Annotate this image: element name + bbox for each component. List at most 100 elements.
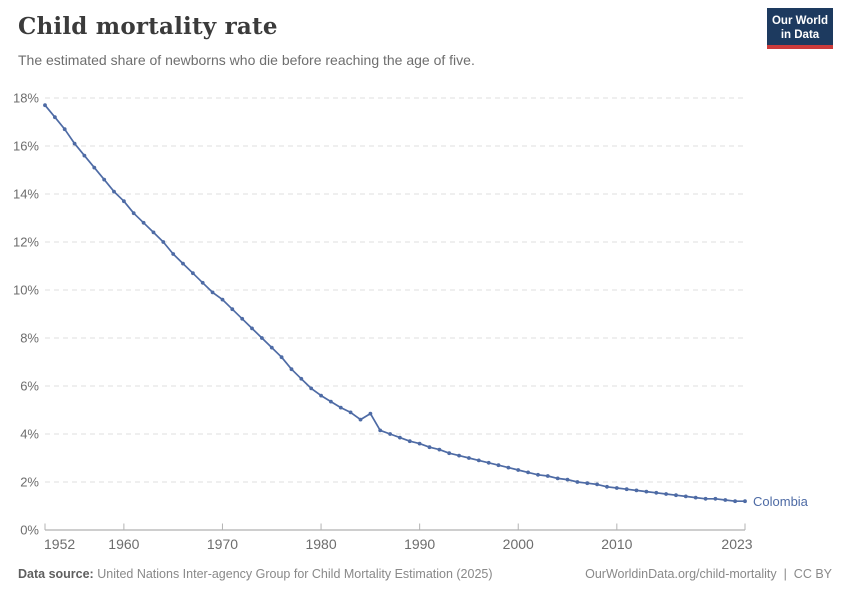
- data-point: [427, 445, 432, 450]
- y-tick-label: 14%: [13, 187, 39, 202]
- data-point: [516, 468, 521, 472]
- entity-label: Colombia: [753, 494, 808, 510]
- data-point: [506, 465, 511, 470]
- data-point: [299, 376, 304, 381]
- data-point: [536, 472, 540, 477]
- data-point: [496, 463, 501, 468]
- y-tick-label: 18%: [13, 91, 39, 106]
- data-point: [555, 476, 560, 481]
- chart-footer: Data source: United Nations Inter-agency…: [18, 567, 832, 581]
- data-point: [338, 405, 343, 410]
- data-point: [476, 458, 481, 463]
- data-point: [457, 453, 461, 458]
- data-point: [309, 386, 314, 391]
- y-tick-label: 2%: [20, 475, 39, 490]
- data-point: [191, 271, 195, 276]
- data-point: [614, 486, 619, 490]
- data-point: [407, 439, 412, 444]
- data-point: [624, 487, 629, 492]
- data-point: [72, 141, 77, 146]
- data-point: [53, 115, 57, 120]
- data-point: [664, 492, 668, 496]
- data-point: [62, 127, 67, 132]
- data-point: [486, 460, 491, 465]
- y-tick-label: 4%: [20, 427, 39, 442]
- data-point: [230, 307, 235, 312]
- data-point: [92, 165, 97, 170]
- data-point: [388, 432, 392, 436]
- data-point: [200, 280, 205, 285]
- data-point: [260, 336, 264, 340]
- data-point: [289, 367, 294, 372]
- owid-url-link[interactable]: OurWorldinData.org/child-mortality: [585, 567, 777, 581]
- y-tick-label: 0%: [20, 523, 39, 538]
- data-point: [43, 103, 47, 108]
- x-tick-label: 1980: [305, 536, 336, 552]
- data-point: [161, 240, 166, 244]
- data-point: [122, 199, 126, 204]
- owid-logo-line1: Our World: [771, 15, 828, 27]
- data-point: [467, 456, 471, 460]
- license-label: CC BY: [793, 567, 832, 581]
- x-tick-label: 1960: [108, 536, 139, 552]
- data-point: [437, 447, 442, 452]
- data-point: [181, 261, 185, 266]
- y-tick-label: 6%: [20, 379, 39, 394]
- data-point: [358, 417, 363, 422]
- y-tick-label: 8%: [20, 331, 39, 346]
- owid-logo-line2: in Data: [780, 28, 820, 41]
- data-point: [250, 326, 254, 331]
- y-tick-label: 12%: [13, 235, 39, 250]
- data-point: [634, 488, 639, 493]
- data-point: [644, 489, 649, 494]
- data-line: [44, 104, 745, 503]
- page-title: Child mortality rate: [18, 13, 278, 40]
- data-point: [141, 220, 146, 225]
- data-point: [279, 355, 284, 360]
- data-point: [733, 499, 737, 504]
- data-point: [269, 345, 274, 350]
- data-point: [654, 490, 659, 495]
- data-point: [565, 477, 570, 482]
- data-source-text: United Nations Inter-agency Group for Ch…: [97, 567, 493, 581]
- data-source-label: Data source:: [18, 567, 94, 581]
- data-point: [723, 498, 728, 502]
- footer-links: OurWorldinData.org/child-mortality | CC …: [585, 567, 832, 581]
- data-point: [210, 290, 215, 295]
- x-tick-label: 1952: [44, 536, 75, 552]
- data-point: [683, 494, 688, 499]
- data-point: [605, 484, 609, 489]
- data-point: [693, 495, 698, 500]
- data-point: [398, 435, 402, 440]
- owid-logo[interactable]: Our World in Data: [767, 8, 833, 49]
- data-point: [102, 177, 107, 182]
- y-tick-label: 10%: [13, 283, 39, 298]
- data-point: [131, 211, 136, 216]
- data-point: [348, 410, 353, 415]
- x-tick-label: 2023: [721, 536, 752, 552]
- data-point: [151, 230, 156, 235]
- data-point: [743, 499, 747, 504]
- x-tick-label: 2000: [503, 536, 534, 552]
- data-point: [329, 399, 333, 404]
- data-source: Data source: United Nations Inter-agency…: [18, 567, 493, 581]
- data-point: [585, 481, 590, 486]
- chart-subtitle: The estimated share of newborns who die …: [18, 52, 475, 68]
- data-point: [674, 493, 678, 498]
- data-point: [368, 411, 373, 416]
- y-tick-label: 16%: [13, 139, 39, 154]
- data-point: [713, 496, 718, 501]
- data-point: [171, 252, 176, 256]
- x-tick-label: 1970: [207, 536, 238, 552]
- data-point: [112, 189, 116, 194]
- data-point: [575, 480, 580, 484]
- data-point: [595, 482, 599, 487]
- footer-separator: |: [780, 567, 791, 581]
- data-point: [319, 393, 323, 398]
- data-point: [545, 474, 550, 478]
- data-point: [447, 451, 452, 456]
- data-point: [82, 153, 87, 158]
- data-point: [220, 297, 225, 302]
